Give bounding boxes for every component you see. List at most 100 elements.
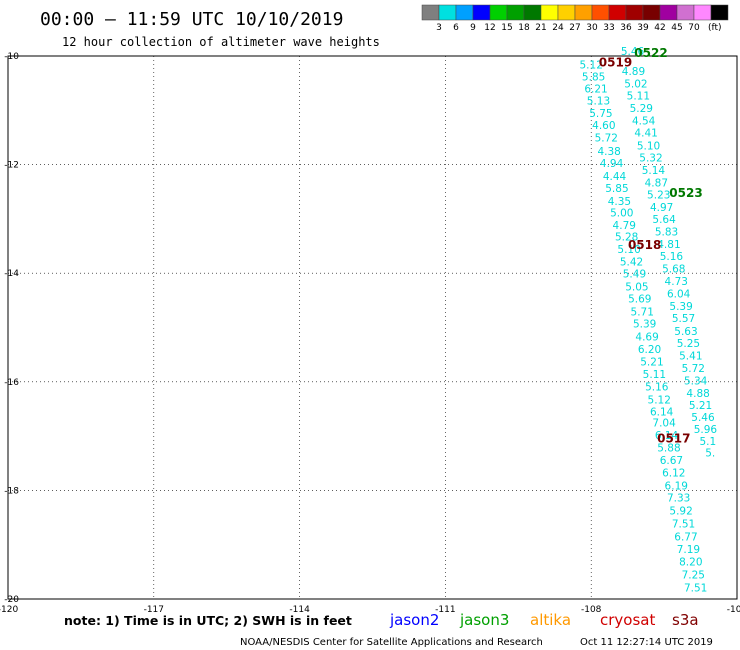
wave-height-observations: 5.125.856.215.135.754.605.724.384.944.44…	[580, 46, 718, 594]
colorbar-swatch	[472, 4, 491, 21]
wave-height-value: 4.97	[650, 202, 673, 214]
colorbar-swatch	[591, 4, 610, 21]
latitude-label: -12	[4, 161, 19, 171]
satellite-legend-s3a: s3a	[672, 611, 699, 629]
colorbar-label: 42	[654, 23, 665, 33]
wave-height-value: 4.60	[592, 120, 615, 132]
wave-height-value: 5.10	[637, 140, 660, 152]
wave-height-value: 5.92	[669, 505, 692, 517]
colorbar-swatch	[506, 4, 525, 21]
wave-height-value: 4.81	[657, 239, 680, 251]
latitude-label: -16	[4, 378, 19, 388]
satellite-legend-jason3: jason3	[459, 611, 509, 629]
wave-height-value: 5.11	[627, 90, 650, 102]
footer-credit: NOAA/NESDIS Center for Satellite Applica…	[240, 637, 543, 648]
wave-height-value: 5.23	[647, 189, 670, 201]
footer-note: note: 1) Time is in UTC; 2) SWH is in fe…	[64, 613, 352, 628]
colorbar-swatch	[438, 4, 457, 21]
map-title: 00:00 – 11:59 UTC 10/10/2019	[40, 9, 343, 30]
wave-height-value: 5.69	[628, 294, 651, 306]
colorbar-swatch	[455, 4, 474, 21]
wave-height-value: 4.41	[634, 127, 657, 139]
colorbar-swatch	[540, 4, 559, 21]
wave-height-value: 6.14	[655, 430, 679, 442]
wave-height-value: 5.05	[625, 282, 648, 294]
wave-height-value: 7.33	[667, 492, 690, 504]
wave-height-value: 5.72	[595, 132, 618, 144]
wave-height-value: 6.14	[650, 406, 674, 418]
longitude-label: -114	[289, 605, 310, 615]
wave-height-value: 5.71	[631, 307, 654, 319]
colorbar-label: 6	[453, 23, 459, 33]
wave-height-value: 6.77	[674, 531, 697, 543]
map-frame	[7, 55, 738, 600]
colorbar-label: 9	[470, 23, 476, 33]
wave-height-value: 4.79	[613, 220, 636, 232]
colorbar-label: 70	[688, 23, 700, 33]
wave-height-value: 5.16	[660, 251, 684, 263]
wave-height-value: 5.57	[672, 313, 695, 325]
wave-height-value: 7.25	[682, 569, 705, 581]
wave-height-value: 5.39	[669, 301, 692, 313]
longitude-label: -105	[727, 605, 740, 615]
wave-height-value: 5.49	[623, 269, 646, 281]
latitude-label: -14	[4, 269, 19, 279]
wave-height-value: 5.11	[643, 369, 666, 381]
pass-time-label: 0518	[628, 238, 661, 252]
wave-height-value: 5.16	[645, 381, 669, 393]
wave-height-value: 5.13	[587, 95, 610, 107]
map-subtitle: 12 hour collection of altimeter wave hei…	[62, 35, 380, 49]
satellite-legend-altika: altika	[530, 611, 571, 629]
wave-height-value: 8.20	[679, 556, 702, 568]
wave-height-value: 6.20	[638, 344, 661, 356]
colorbar-label: 33	[603, 23, 614, 33]
wave-height-value: 5.	[705, 448, 715, 460]
wave-height-value: 5.63	[674, 326, 697, 338]
colorbar-swatch	[421, 4, 440, 21]
wave-height-value: 5.85	[605, 183, 628, 195]
colorbar-swatch	[642, 4, 661, 21]
satellite-legend-jason2: jason2	[389, 611, 439, 629]
wave-height-value: 7.51	[684, 582, 707, 594]
wave-height-value: 5.42	[620, 257, 643, 269]
wave-height-value: 5.41	[679, 351, 702, 363]
wave-height-value: 7.51	[672, 518, 695, 530]
longitude-label: -111	[435, 605, 455, 615]
colorbar-label: 15	[501, 23, 512, 33]
wave-height-value: 5.64	[652, 214, 676, 226]
wave-height-value: 6.19	[665, 480, 688, 492]
wave-height-value: 4.87	[645, 177, 668, 189]
wave-height-value: 5.1	[699, 436, 716, 448]
colorbar-swatch	[693, 4, 712, 21]
colorbar-label: 18	[518, 23, 530, 33]
wave-height-value: 5.10	[617, 244, 640, 256]
colorbar-swatch	[676, 4, 695, 21]
satellite-legend-cryosat: cryosat	[600, 611, 655, 629]
wave-height-value: 6.21	[584, 83, 607, 95]
colorbar-label: 30	[586, 23, 598, 33]
colorbar-label: 36	[620, 23, 632, 33]
wave-height-value: 5.12	[648, 395, 671, 407]
wave-height-value: 5.21	[640, 357, 663, 369]
longitude-label: -117	[144, 605, 164, 615]
wave-height-value: 7.04	[652, 417, 676, 429]
wave-height-value: 5.12	[580, 59, 603, 71]
colorbar-label: 39	[637, 23, 649, 33]
colorbar-unit: (ft)	[708, 23, 722, 33]
pass-time-label: 0517	[657, 432, 690, 446]
wave-height-value: 6.04	[667, 289, 691, 301]
longitude-label: -120	[0, 605, 18, 615]
colorbar-label: 24	[552, 23, 564, 33]
satellite-legend: jason2 jason3 altika cryosat s3a	[389, 611, 699, 629]
wave-height-value: 5.85	[582, 71, 605, 83]
wave-height-value: 5.29	[630, 103, 653, 115]
wave-height-value: 5.00	[610, 208, 633, 220]
wave-height-value: 4.54	[632, 115, 656, 127]
colorbar-label: 3	[436, 23, 442, 33]
wave-height-value: 5.14	[642, 165, 666, 177]
wave-height-value: 5.83	[655, 227, 678, 239]
wave-height-value: 5.88	[657, 442, 680, 454]
wave-height-value: 5.28	[615, 232, 638, 244]
wave-height-value: 4.89	[622, 66, 645, 78]
colorbar-swatch	[710, 4, 729, 21]
